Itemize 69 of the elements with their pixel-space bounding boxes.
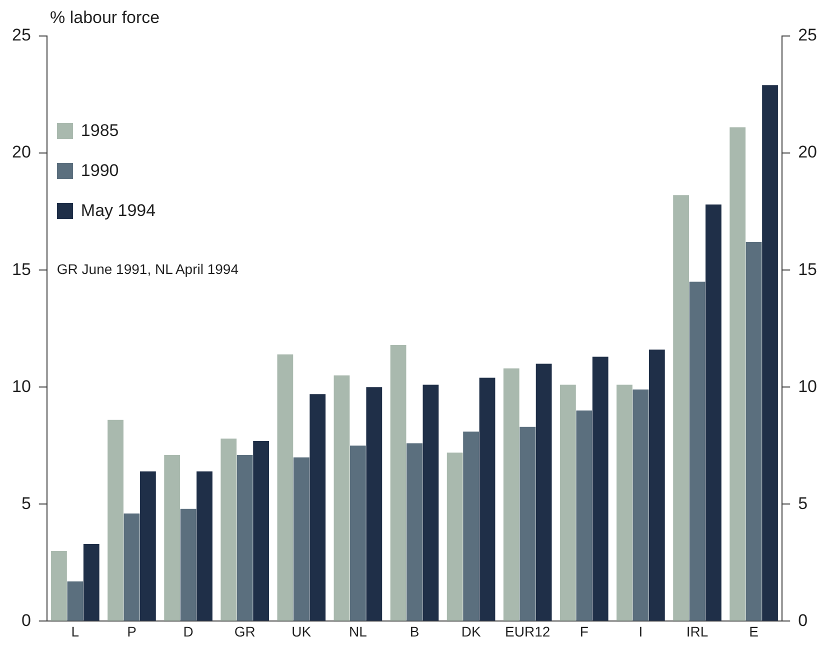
y-tick-label: 10	[12, 376, 31, 396]
bar	[277, 354, 294, 621]
y-tick-label: 20	[12, 142, 31, 162]
x-tick-label: UK	[292, 623, 312, 640]
annotation: GR June 1991, NL April 1994	[56, 261, 239, 277]
x-tick-label: F	[580, 623, 588, 640]
bar	[180, 508, 196, 621]
bar	[560, 384, 576, 621]
bar	[236, 455, 253, 621]
bar	[706, 204, 722, 621]
y2-tick-label: 20	[798, 142, 818, 162]
bar	[576, 410, 592, 621]
y2-tick-label: 5	[798, 494, 808, 513]
bar	[746, 242, 762, 621]
x-tick-label: NL	[348, 623, 368, 640]
bar	[334, 375, 350, 621]
bar	[83, 544, 100, 621]
bar	[220, 438, 237, 621]
x-tick-label: I	[638, 623, 643, 640]
y2-tick-label: 10	[798, 376, 818, 396]
bar	[422, 384, 439, 621]
y-tick-label: 0	[21, 610, 31, 630]
x-tick-label: DK	[461, 623, 482, 640]
bar	[648, 350, 665, 621]
bar	[164, 455, 180, 621]
bar	[310, 394, 326, 621]
y2-tick-label: 15	[798, 260, 818, 279]
bar	[446, 452, 463, 621]
x-tick-label: GR	[234, 623, 256, 640]
bar	[196, 471, 212, 621]
x-tick-label: B	[410, 623, 420, 640]
bar	[503, 368, 520, 621]
y2-tick-label: 0	[798, 610, 808, 630]
bar	[350, 446, 366, 621]
bar	[406, 443, 422, 621]
y-tick-label: 25	[12, 26, 31, 45]
bar	[390, 344, 406, 621]
bar	[51, 550, 67, 621]
x-tick-label: IRL	[686, 623, 708, 640]
bar	[140, 471, 156, 621]
bar	[536, 364, 552, 621]
bar	[253, 440, 269, 621]
legend-label: 1990	[80, 161, 119, 181]
bar	[463, 432, 479, 621]
x-tick-label: EUR12	[505, 623, 550, 640]
bar	[592, 356, 608, 621]
legend-label: 1985	[80, 121, 119, 141]
x-tick-label: P	[127, 623, 136, 640]
x-tick-label: D	[183, 623, 194, 640]
legend-label: May 1994	[80, 201, 156, 221]
y-axis-title: % labour force	[50, 8, 160, 28]
bar	[366, 387, 382, 621]
bar	[762, 85, 778, 621]
bar	[632, 389, 649, 621]
bar	[293, 457, 310, 621]
bar	[730, 127, 746, 621]
bar	[689, 282, 706, 621]
bar	[67, 581, 84, 621]
y2-tick-label: 25	[798, 26, 818, 45]
x-tick-label: E	[749, 623, 758, 640]
bar	[479, 378, 496, 621]
bar	[124, 514, 140, 621]
y-tick-label: 5	[21, 494, 31, 513]
x-tick-label: L	[71, 623, 80, 640]
y-tick-label: 15	[12, 260, 31, 279]
bar	[673, 195, 689, 621]
bar	[520, 426, 536, 621]
bar	[108, 420, 124, 621]
bar	[616, 384, 632, 621]
